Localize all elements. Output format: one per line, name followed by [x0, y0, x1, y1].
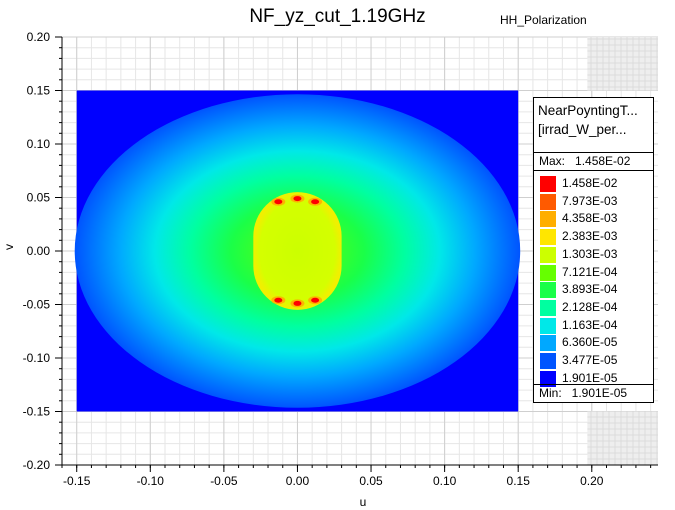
legend-level-row: 1.458E-02 — [534, 174, 653, 192]
legend-level-label: 3.893E-04 — [562, 282, 618, 297]
y-tick-label: -0.20 — [23, 458, 51, 472]
legend-swatch — [540, 299, 556, 316]
legend-swatch — [540, 317, 556, 334]
x-tick-label: 0.15 — [507, 474, 531, 488]
chart-title: NF_yz_cut_1.19GHz — [249, 6, 426, 27]
legend-max-value: 1.458E-02 — [575, 154, 631, 168]
legend-level-label: 3.477E-05 — [562, 353, 618, 367]
legend-level-label: 7.973E-03 — [562, 193, 618, 208]
y-tick-label: 0.05 — [27, 191, 51, 205]
y-tick-label: 0.00 — [27, 244, 51, 258]
legend-level-row: 2.128E-04 — [534, 298, 653, 316]
legend-level-row: 6.360E-05 — [534, 333, 653, 352]
legend-level-row: 3.477E-05 — [534, 351, 653, 369]
legend-min-label: Min: — [539, 386, 562, 400]
legend-header: NearPoyntingT... [irrad_W_per... — [534, 98, 653, 153]
x-tick-label: -0.10 — [137, 474, 165, 488]
legend-min-value: 1.901E-05 — [571, 386, 628, 400]
y-tick-label: -0.10 — [23, 351, 51, 365]
x-tick-label: 0.10 — [433, 474, 457, 488]
hatched-region-bottom — [587, 411, 658, 465]
legend-swatch — [540, 335, 556, 352]
y-tick-label: -0.05 — [23, 298, 51, 312]
legend-level-label: 1.901E-05 — [562, 370, 618, 385]
x-tick-label: 0.20 — [580, 474, 604, 488]
legend-swatch — [540, 246, 556, 263]
legend-level-row: 1.901E-05 — [534, 369, 653, 387]
legend-max: Max: 1.458E-02 — [534, 153, 653, 171]
legend-level-row: 7.973E-03 — [534, 192, 653, 210]
legend-min: Min: 1.901E-05 — [534, 384, 653, 402]
legend-max-label: Max: — [539, 154, 566, 168]
legend-swatch — [540, 264, 556, 281]
hatched-region-top — [587, 37, 658, 91]
y-tick-label: 0.20 — [27, 30, 51, 44]
x-tick-label: -0.05 — [210, 474, 238, 488]
legend-level-label: 1.458E-02 — [562, 176, 618, 190]
legend-level-row: 2.383E-03 — [534, 227, 653, 246]
legend-swatch — [540, 229, 556, 246]
legend-level-row: 7.121E-04 — [534, 263, 653, 281]
field-hotspot — [293, 196, 302, 202]
legend-level-row: 4.358E-03 — [534, 209, 653, 228]
field-core — [253, 192, 342, 310]
legend-level-label: 4.358E-03 — [562, 211, 618, 226]
color-legend: NearPoyntingT... [irrad_W_per... Max: 1.4… — [533, 97, 654, 403]
field-hotspot — [311, 199, 320, 205]
legend-level-label: 6.360E-05 — [562, 335, 618, 350]
field-hotspot — [274, 297, 283, 303]
legend-swatch — [540, 176, 556, 192]
legend-level-row: 1.163E-04 — [534, 316, 653, 334]
y-tick-label: 0.10 — [27, 137, 51, 151]
field-hotspot — [274, 199, 283, 205]
legend-level-label: 7.121E-04 — [562, 264, 618, 279]
legend-swatch — [540, 353, 556, 369]
legend-level-row: 3.893E-04 — [534, 280, 653, 299]
legend-level-label: 1.303E-03 — [562, 246, 618, 261]
x-tick-label: -0.15 — [63, 474, 91, 488]
chart-subtitle: HH_Polarization — [500, 13, 587, 27]
field-hotspot — [293, 300, 302, 306]
legend-title-line2: [irrad_W_per... — [538, 122, 627, 137]
legend-level-label: 2.128E-04 — [562, 299, 618, 314]
field-hotspot — [311, 297, 320, 303]
legend-title-line1: NearPoyntingT... — [538, 103, 638, 118]
x-tick-label: 0.05 — [359, 474, 383, 488]
legend-level-row: 1.303E-03 — [534, 245, 653, 263]
x-tick-label: 0.00 — [286, 474, 310, 488]
y-tick-label: -0.15 — [23, 405, 51, 419]
y-tick-label: 0.15 — [27, 84, 51, 98]
legend-level-label: 1.163E-04 — [562, 317, 618, 332]
legend-swatch — [540, 211, 556, 228]
legend-swatch — [540, 282, 556, 299]
x-axis-label: u — [360, 495, 367, 509]
legend-swatch — [540, 370, 556, 387]
legend-level-label: 2.383E-03 — [562, 229, 618, 244]
y-axis-label: v — [2, 244, 16, 250]
legend-swatch — [540, 193, 556, 210]
